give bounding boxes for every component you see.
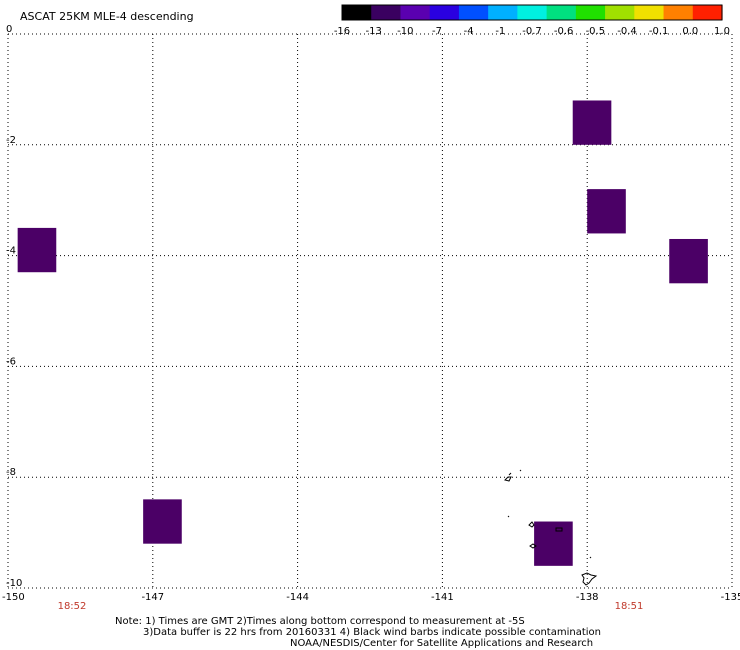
colorbar: -16 -13 -10 -7 -4 -1 -0.7 -0.6 -0.5 -0.4 -0.1 0.0 1.…	[334, 4, 730, 37]
island-outline	[528, 521, 535, 528]
colorbar-tick-label: -10	[397, 26, 413, 37]
colorbar-segment	[692, 5, 723, 20]
island-outlines	[504, 469, 598, 586]
colorbar-tick-label: -0.4	[617, 26, 637, 37]
colorbar-segment	[605, 5, 635, 20]
colorbar-tick-label: -0.1	[649, 26, 669, 37]
data-cell	[17, 227, 57, 273]
data-cell	[669, 238, 708, 284]
colorbar-segment	[458, 5, 489, 20]
x-tick-label: -147	[141, 592, 164, 603]
y-tick-label: -4	[6, 246, 16, 257]
colorbar-segment	[546, 5, 577, 20]
colorbar-segment	[517, 5, 548, 20]
colorbar-tick-label: -13	[365, 26, 381, 37]
colorbar-tick-label: -0.6	[554, 26, 574, 37]
x-tick-label: -150	[2, 592, 25, 603]
colorbar-tick-label: -7	[432, 26, 442, 37]
colorbar-tick-label: -0.7	[522, 26, 542, 37]
x-tick-label: -144	[286, 592, 309, 603]
data-cell	[587, 189, 626, 234]
map-title: ASCAT 25KM MLE-4 descending	[20, 10, 194, 23]
note-line-1: Note: 1) Times are GMT 2)Times along bot…	[115, 616, 525, 627]
colorbar-tick-label: -1	[495, 26, 505, 37]
colorbar-segment	[429, 5, 460, 20]
island-outline	[589, 556, 592, 559]
colorbar-tick-label: 1.0	[714, 26, 730, 37]
y-tick-label: -2	[6, 135, 16, 146]
y-axis-labels: 0 -2 -4 -6 -8 -10	[6, 24, 22, 589]
data-cell	[572, 100, 612, 145]
island-outline	[581, 572, 598, 586]
colorbar-segment	[371, 5, 402, 20]
time-label-left: 18:52	[58, 601, 87, 612]
colorbar-tick-label: -16	[334, 26, 350, 37]
island-outline	[555, 527, 563, 532]
time-label-right: 18:51	[615, 601, 644, 612]
grid-lines	[7, 33, 733, 589]
x-tick-label: -141	[431, 592, 454, 603]
colorbar-tick-label: -0.5	[586, 26, 606, 37]
island-outline	[504, 472, 512, 482]
island-outline	[507, 515, 510, 518]
island-outline	[529, 543, 537, 549]
colorbar-segment	[634, 5, 665, 20]
y-tick-label: -10	[6, 578, 22, 589]
data-cell	[534, 521, 573, 566]
y-tick-label: -8	[6, 467, 16, 478]
colorbar-segment	[663, 5, 694, 20]
colorbar-segment	[488, 5, 518, 20]
colorbar-segment	[400, 5, 431, 20]
colorbar-segment	[342, 5, 372, 20]
colorbar-tick-label: -4	[464, 26, 474, 37]
y-tick-label: 0	[6, 24, 12, 35]
colorbar-frame	[341, 4, 723, 21]
data-cell	[143, 499, 182, 544]
note-line-3: NOAA/NESDIS/Center for Satellite Applica…	[290, 638, 594, 649]
y-tick-label: -6	[6, 356, 16, 367]
x-tick-label: -138	[576, 592, 599, 603]
x-axis-labels: -150 -147 -144 -141 -138 -135	[2, 592, 740, 603]
island-outline	[519, 469, 522, 472]
colorbar-segment	[575, 5, 606, 20]
note-line-2: 3)Data buffer is 22 hrs from 20160331 4)…	[143, 627, 601, 638]
x-tick-label: -135	[721, 592, 740, 603]
colorbar-tick-label: 0.0	[682, 26, 698, 37]
data-cells	[17, 100, 708, 566]
